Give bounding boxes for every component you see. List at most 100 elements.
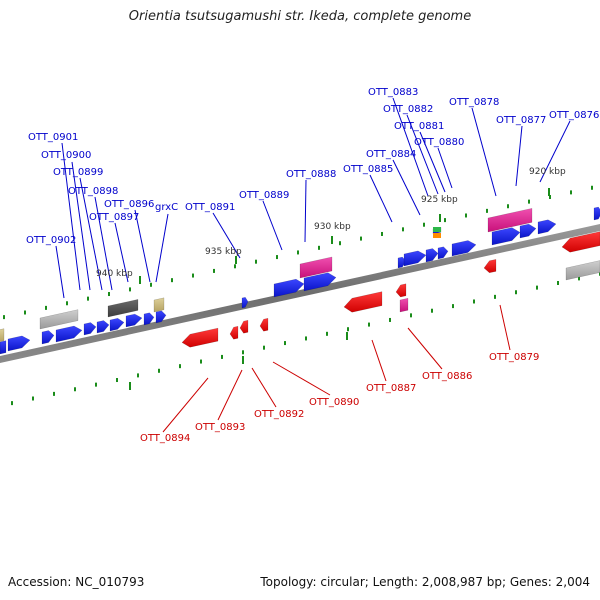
gene-block (153, 297, 165, 313)
gene-label-reverse: OTT_0890 (309, 397, 359, 408)
gene-label-forward: OTT_0877 (496, 115, 546, 126)
genome-summary-text: Topology: circular; Length: 2,008,987 bp… (260, 575, 590, 589)
gene-label-reverse: OTT_0879 (489, 352, 539, 363)
accession-text: Accession: NC_010793 (8, 575, 145, 589)
rna-orange (433, 233, 441, 238)
gene-label-reverse: OTT_0887 (366, 383, 416, 394)
gene-label-forward: OTT_0885 (343, 164, 393, 175)
connector-line (251, 367, 277, 408)
gene-label-forward: OTT_0900 (41, 150, 91, 161)
connector-line (94, 196, 113, 291)
gene-label-forward: OTT_0897 (89, 212, 139, 223)
gene-label-forward: OTT_0898 (68, 186, 118, 197)
rna-block (399, 297, 409, 313)
connector-line (369, 174, 393, 223)
map-title: Orientia tsutsugamushi str. Ikeda, compl… (128, 9, 472, 24)
gene-arrow (491, 227, 521, 246)
gene-arrow (403, 250, 427, 267)
scale-label: 930 kbp (314, 222, 351, 232)
pseudogene-block (0, 328, 5, 342)
gene-features (0, 206, 600, 355)
genome-backbone (0, 224, 600, 363)
label-connectors (55, 97, 571, 433)
gene-arrow (273, 278, 305, 298)
gene-block (107, 299, 139, 318)
rna-block (299, 256, 333, 279)
gene-label-forward: OTT_0902 (26, 235, 76, 246)
connector-line (392, 159, 421, 216)
gene-arrow (561, 231, 600, 253)
connector-line (61, 142, 81, 291)
gene-arrow (181, 327, 219, 348)
gene-arrow (55, 325, 83, 343)
pseudogene-block (565, 260, 600, 281)
connector-line (515, 125, 523, 187)
gene-label-forward: OTT_0876 (549, 110, 599, 121)
scale-label: 940 kbp (96, 269, 133, 279)
gene-arrow (451, 240, 477, 257)
connector-line (437, 147, 453, 189)
gene-labels: OTT_0901 OTT_0900 OTT_0899 OTT_0898 OTT_0896… (26, 87, 599, 444)
gene-label-forward: OTT_0901 (28, 132, 78, 143)
gene-arrow (155, 310, 167, 324)
connector-line (217, 369, 243, 421)
connector-line (371, 339, 387, 382)
gene-arrow (96, 320, 110, 334)
gene-label-forward: OTT_0889 (239, 190, 289, 201)
gene-arrow (143, 312, 155, 326)
gene-label-reverse: OTT_0886 (422, 371, 472, 382)
gene-label-reverse: OTT_0892 (254, 409, 304, 420)
connector-line (407, 327, 443, 370)
gene-arrow (125, 313, 143, 328)
gene-arrow (7, 335, 31, 352)
connector-line (162, 377, 209, 433)
gene-label-reverse: OTT_0893 (195, 422, 245, 433)
gene-arrow (241, 296, 249, 309)
connector-line (272, 361, 331, 396)
gene-arrow (483, 259, 497, 274)
connector-line (155, 213, 169, 283)
gene-arrow (437, 246, 449, 260)
gene-arrow (41, 330, 55, 345)
gene-label-reverse: OTT_0894 (140, 433, 190, 444)
scale-labels: 940 kbp 935 kbp 930 kbp 925 kbp 920 kbp (96, 167, 566, 279)
gene-arrow (0, 340, 7, 355)
gene-arrow (519, 223, 537, 239)
gene-arrow (83, 322, 97, 336)
connector-line (114, 222, 129, 283)
gene-label-forward: OTT_0888 (286, 169, 336, 180)
connector-line (499, 304, 511, 351)
scale-label: 920 kbp (529, 167, 566, 177)
connector-line (79, 177, 103, 291)
gene-arrow (593, 206, 600, 221)
gene-label-forward: OTT_0884 (366, 149, 416, 160)
gene-arrow (537, 219, 557, 235)
connector-line (392, 97, 429, 197)
rna-block (487, 208, 533, 233)
gene-arrow (395, 283, 407, 298)
connector-line (55, 245, 65, 299)
gene-arrow (229, 325, 239, 340)
gene-label-forward: OTT_0878 (449, 97, 499, 108)
scale-label: 925 kbp (421, 195, 458, 205)
connector-line (134, 209, 151, 283)
gene-label-forward: grxC (155, 202, 178, 213)
connector-line (304, 179, 307, 243)
gene-label-forward: OTT_0896 (104, 199, 154, 210)
connector-line (419, 131, 446, 193)
gene-label-forward: OTT_0881 (394, 121, 444, 132)
gene-label-forward: OTT_0899 (53, 167, 103, 178)
connector-line (539, 120, 571, 183)
connector-line (71, 161, 91, 291)
gene-arrow (343, 291, 383, 313)
gene-arrow (109, 318, 125, 332)
rna-green (433, 227, 441, 232)
gene-label-forward: OTT_0891 (185, 202, 235, 213)
connector-line (471, 107, 497, 197)
gene-arrow (303, 272, 337, 292)
gene-label-forward: OTT_0880 (414, 137, 464, 148)
gene-arrow (425, 248, 439, 263)
pseudogene-block (39, 309, 79, 330)
